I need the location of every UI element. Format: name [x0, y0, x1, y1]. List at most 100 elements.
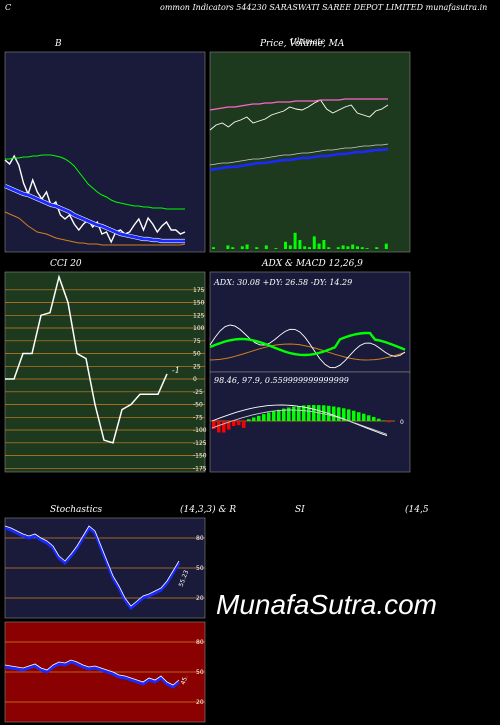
rsi-d-line: [4, 659, 180, 686]
volume-bar: [327, 247, 331, 249]
macd-bar: [247, 419, 251, 421]
price-series-3: [209, 143, 389, 166]
volume-bar: [341, 245, 345, 249]
volume-bar: [322, 240, 326, 249]
macd-bar: [227, 421, 231, 430]
macd-zero-label: 0: [400, 419, 404, 426]
macd-bar: [297, 406, 301, 421]
cci-tick-label: -25: [193, 389, 203, 396]
cci-series: [5, 274, 168, 444]
cci-last-label: -1: [172, 366, 180, 375]
cci-title: CCI 20: [50, 259, 82, 269]
watermark: MunafaSutra.com: [216, 589, 437, 620]
adx-line: [209, 331, 406, 357]
macd-bar: [212, 421, 216, 429]
macd-bar: [337, 407, 341, 421]
macd-readout: 98.46, 97.9, 0.559999999999999: [214, 376, 349, 385]
bollinger-series: [4, 154, 186, 246]
volume-bar: [308, 247, 311, 249]
macd-bar: [232, 421, 236, 426]
cci-tick-label: -175: [193, 465, 207, 472]
macd-bar: [237, 421, 241, 426]
price-series-2: [209, 147, 389, 172]
bollinger-series-2: [4, 211, 186, 246]
volume-bar: [231, 247, 235, 249]
volume-bar: [375, 247, 379, 249]
adx-title: ADX & MACD 12,26,9: [261, 259, 363, 269]
macd-bar: [352, 410, 356, 421]
cci-tick-label: 175: [193, 287, 205, 294]
stoch-d-line: [4, 525, 180, 607]
stoch-k-line: [4, 525, 181, 611]
volume-bar: [336, 247, 340, 249]
volume-bar: [312, 236, 316, 249]
cci-tick-label: 150: [193, 300, 205, 307]
macd-bar: [302, 405, 306, 421]
macd-bar: [342, 408, 346, 421]
stoch-tick-label: 20: [196, 595, 204, 602]
cci-tick-label: 25: [193, 363, 201, 370]
rsi-title: SI: [295, 505, 305, 515]
macd-bar: [272, 411, 276, 421]
macd-bar: [387, 421, 391, 423]
volume-bar: [245, 244, 249, 249]
rsi-tick-label: 50: [196, 669, 204, 676]
macd-bar: [382, 420, 386, 421]
macd-bar: [277, 409, 281, 421]
macd-bar: [267, 412, 271, 421]
volume-bar: [346, 246, 350, 249]
cci-tick-label: 125: [193, 312, 205, 319]
macd-bar: [222, 421, 226, 433]
cci-gridlines: [5, 289, 205, 469]
rsi-tick-label: 20: [196, 699, 204, 706]
cci-tick-label: 0: [193, 376, 197, 383]
volume-bars: [212, 232, 388, 249]
volume-bar: [274, 248, 278, 249]
macd-bar: [312, 405, 316, 421]
cci-tick-labels: 175 150 125 100 75 50 25 0 -25 -50 -75 -100 -125 -150…: [193, 287, 207, 473]
bollinger-title: B: [54, 39, 62, 49]
volume-bar: [240, 246, 244, 249]
volume-bar: [293, 232, 297, 249]
volume-bar: [356, 246, 359, 249]
adx-series: [209, 324, 406, 369]
cci-line: [5, 274, 168, 444]
cci-tick-label: -125: [193, 440, 207, 447]
macd-histogram: [210, 404, 395, 437]
rsi-params: (14,5: [405, 504, 429, 515]
stoch-params: (14,3,3) & R: [180, 504, 236, 515]
volume-bar: [298, 240, 302, 249]
macd-bar: [242, 421, 246, 428]
volume-bar: [303, 246, 307, 249]
price-series: [209, 98, 389, 172]
macd-bar: [292, 406, 296, 421]
cci-tick-label: -150: [193, 453, 207, 460]
macd-bar: [367, 415, 371, 421]
macd-bar: [377, 418, 381, 421]
macd-bar: [307, 405, 311, 421]
bollinger-panel: [4, 51, 206, 253]
cci-panel: [4, 271, 206, 473]
volume-bar: [255, 247, 259, 249]
price-overlap-text: Ultimate: [290, 37, 326, 46]
macd-bar: [322, 405, 326, 421]
rsi-tick-label: 80: [196, 639, 204, 646]
volume-bar: [288, 245, 292, 249]
cci-tick-label: -75: [193, 414, 203, 421]
price-series-0: [209, 99, 389, 131]
adx-panel: [209, 271, 411, 373]
cci-tick-label: -50: [193, 402, 203, 409]
volume-bar: [360, 247, 364, 249]
cci-tick-label: 100: [193, 325, 205, 332]
rsi-last-label: 45.: [180, 674, 190, 685]
header-letter: C: [5, 3, 11, 12]
volume-bar: [264, 245, 268, 249]
cci-tick-label: 50: [193, 351, 201, 358]
rsi-k-line: [4, 660, 180, 689]
macd-bar: [357, 412, 361, 421]
stoch-series: [4, 525, 181, 611]
cci-tick-label: 75: [193, 338, 201, 345]
volume-bar: [317, 243, 321, 249]
stoch-tick-label: 50: [196, 565, 204, 572]
